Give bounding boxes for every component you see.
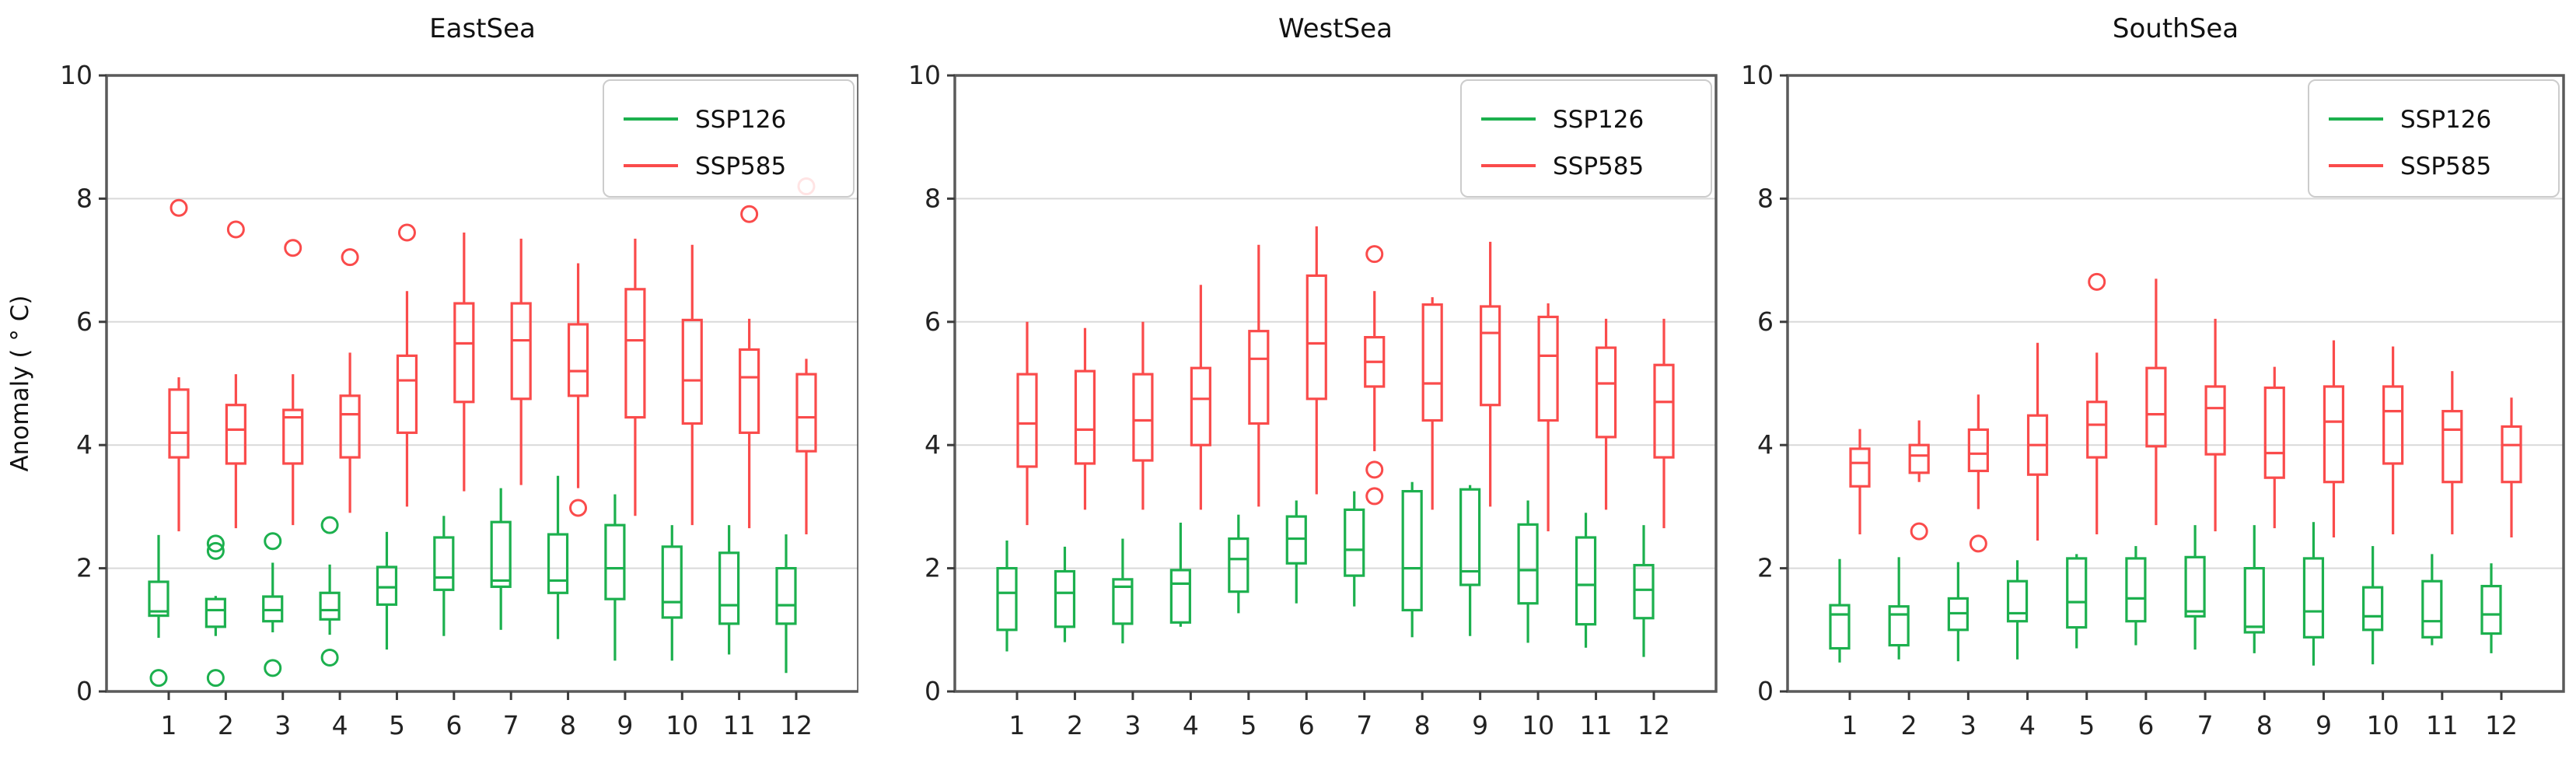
x-tick-label: 7 — [503, 710, 519, 740]
y-tick-label: 4 — [1757, 429, 1774, 460]
x-tick-label: 10 — [2367, 710, 2399, 740]
x-tick-label: 9 — [1472, 710, 1488, 740]
y-tick-label: 6 — [76, 306, 93, 337]
x-tick-label: 1 — [161, 710, 177, 740]
x-tick-label: 9 — [617, 710, 633, 740]
legend-eastsea: SSP126 SSP585 — [603, 79, 855, 198]
y-tick-label: 8 — [76, 183, 93, 213]
panel-westsea: 0 2 4 6 8 10 1 2 3 4 5 6 7 8 9 10 11 12 WestSea SSP126 SS… — [858, 0, 1718, 770]
x-tick-label: 6 — [1298, 710, 1315, 740]
y-tick-label: 0 — [1757, 676, 1774, 706]
y-tick-label: 4 — [924, 429, 941, 460]
x-tick-label: 11 — [723, 710, 756, 740]
legend-label-ssp126: SSP126 — [695, 106, 786, 134]
x-tick-label: 12 — [2485, 710, 2518, 740]
eastsea-title: EastSea — [429, 13, 536, 44]
x-tick-label: 6 — [446, 710, 462, 740]
y-tick-label: 4 — [76, 429, 93, 460]
y-tick-label: 10 — [60, 60, 93, 90]
y-tick-label: 6 — [1757, 306, 1774, 337]
x-tick-label: 5 — [389, 710, 405, 740]
legend-box — [1460, 79, 1712, 198]
legend-southsea: SSP126 SSP585 — [2308, 79, 2560, 198]
x-tick-label: 2 — [1901, 710, 1917, 740]
eastsea-ssp585-boxes — [168, 177, 817, 535]
y-tick-label: 0 — [76, 676, 93, 706]
westsea-ssp126-boxes — [996, 481, 1655, 657]
x-tick-label: 4 — [332, 710, 348, 740]
legend-westsea: SSP126 SSP585 — [1460, 79, 1712, 198]
x-tick-label: 12 — [780, 710, 813, 740]
southsea-title: SouthSea — [2113, 13, 2239, 44]
y-tick-label: 8 — [1757, 183, 1774, 213]
legend-box — [603, 79, 855, 198]
y-tick-label: 10 — [908, 60, 941, 90]
x-tick-label: 12 — [1638, 710, 1670, 740]
x-tick-label: 4 — [2019, 710, 2036, 740]
eastsea-ssp126-boxes — [148, 475, 797, 688]
legend-label-ssp585: SSP585 — [1553, 152, 1644, 180]
x-tick-label: 2 — [1067, 710, 1083, 740]
southsea-ssp126-boxes — [1829, 522, 2502, 666]
x-tick-label: 2 — [218, 710, 234, 740]
x-tick-label: 7 — [2197, 710, 2214, 740]
x-tick-label: 5 — [1240, 710, 1257, 740]
westsea-title: WestSea — [1278, 13, 1393, 44]
legend-label-ssp126: SSP126 — [2400, 106, 2491, 134]
x-tick-label: 7 — [1356, 710, 1372, 740]
x-tick-label: 11 — [1580, 710, 1613, 740]
panel-southsea: 0 2 4 6 8 10 1 2 3 4 5 6 7 8 9 10 11 12 SouthSea SSP126 S… — [1718, 0, 2576, 770]
x-tick-label: 6 — [2137, 710, 2154, 740]
x-tick-label: 3 — [1960, 710, 1977, 740]
x-tick-label: 11 — [2426, 710, 2459, 740]
y-tick-label: 6 — [924, 306, 941, 337]
x-tick-label: 4 — [1183, 710, 1199, 740]
legend-box — [2308, 79, 2560, 198]
x-tick-label: 10 — [1522, 710, 1554, 740]
y-tick-label: 0 — [924, 676, 941, 706]
y-tick-label: 2 — [1757, 553, 1774, 583]
x-tick-label: 3 — [1124, 710, 1141, 740]
legend-label-ssp585: SSP585 — [2400, 152, 2491, 180]
x-tick-label: 9 — [2316, 710, 2332, 740]
x-tick-label: 8 — [2256, 710, 2273, 740]
x-tick-label: 8 — [560, 710, 576, 740]
x-tick-label: 5 — [2078, 710, 2095, 740]
x-tick-label: 8 — [1414, 710, 1431, 740]
southsea-ssp585-boxes — [1849, 272, 2522, 553]
x-tick-label: 3 — [274, 710, 291, 740]
legend-label-ssp585: SSP585 — [695, 152, 786, 180]
legend-label-ssp126: SSP126 — [1553, 106, 1644, 134]
x-tick-label: 10 — [666, 710, 698, 740]
panel-eastsea: 0 2 4 6 8 10 1 2 3 4 5 6 7 8 9 10 11 12 EastSea Anomaly (… — [0, 0, 858, 770]
x-tick-label: 1 — [1842, 710, 1858, 740]
y-tick-label: 2 — [76, 553, 93, 583]
y-tick-label: 8 — [924, 183, 941, 213]
westsea-ssp585-boxes — [1016, 226, 1675, 532]
y-tick-label: 10 — [1741, 60, 1774, 90]
x-tick-label: 1 — [1009, 710, 1026, 740]
y-tick-label: 2 — [924, 553, 941, 583]
y-axis-label: Anomaly ( ° C) — [6, 296, 34, 472]
